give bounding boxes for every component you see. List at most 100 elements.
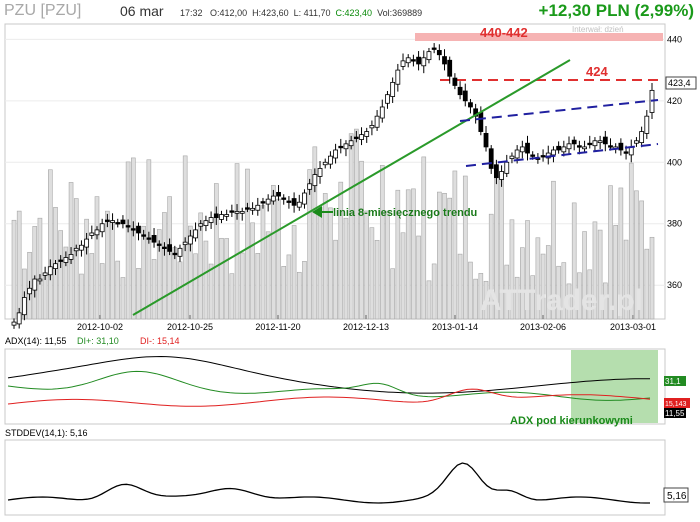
candle-body <box>379 106 385 119</box>
volume-bar <box>260 205 266 320</box>
adx-line <box>7 355 650 394</box>
volume-bar <box>556 265 561 320</box>
candle-body <box>385 94 390 104</box>
candle-body <box>530 154 536 157</box>
candle-body <box>245 207 250 210</box>
candle-body <box>395 69 401 85</box>
volume-bar <box>561 262 567 320</box>
volume-bar <box>374 239 380 320</box>
price-tick-label: 440 <box>667 34 682 44</box>
volume-bar <box>634 190 639 320</box>
volume-bar <box>224 238 229 320</box>
volume-bar <box>312 146 318 320</box>
candle-body <box>281 197 287 200</box>
volume-bar <box>234 163 240 320</box>
di-minus-value: 15,143 <box>665 401 687 408</box>
volume-bar <box>296 271 302 320</box>
volume-bar <box>359 160 364 320</box>
candle-body <box>618 142 624 151</box>
candle-body <box>369 125 375 129</box>
date-tick-label: 2012-10-25 <box>167 322 213 332</box>
time-label: 17:32 <box>180 8 203 18</box>
price-change: +12,30 PLN (2,99%) <box>538 1 694 20</box>
candle-body <box>400 60 406 67</box>
date-axis: 2012-10-02 2012-10-25 2012-11-20 2012-12-13… <box>77 315 656 332</box>
volume-bar <box>618 187 624 320</box>
candle-body <box>213 213 219 218</box>
candle-body <box>276 191 281 197</box>
volume-bar <box>94 196 100 320</box>
candle-body <box>353 136 359 139</box>
candle-body <box>478 112 484 132</box>
candle-body <box>250 207 256 211</box>
volume-bar <box>597 229 603 320</box>
candle-body <box>47 266 53 276</box>
volume-bar <box>328 207 333 320</box>
candle-body <box>239 211 245 214</box>
candle-body <box>514 149 520 159</box>
volume-bar <box>571 202 577 320</box>
volume-bar <box>11 219 17 320</box>
candle-body <box>488 148 494 169</box>
candle-body <box>576 145 582 148</box>
candle-body <box>229 210 235 213</box>
volume-bar <box>317 206 323 320</box>
candle-body <box>208 217 214 223</box>
volume-bar <box>457 253 463 320</box>
volume-bar <box>302 261 307 320</box>
volume-bar <box>525 220 530 320</box>
candle-body <box>483 132 489 148</box>
volume-bar <box>16 210 22 320</box>
last-price-box <box>665 76 697 90</box>
volume-bar <box>603 282 608 320</box>
candle-body <box>125 225 131 228</box>
candle-body <box>84 238 90 248</box>
adx-annotation: ADX pod kierunkowymi <box>510 415 633 427</box>
candle-body <box>260 201 266 204</box>
volume-bar <box>364 210 370 320</box>
volume-bar <box>162 212 167 320</box>
candle-body <box>426 51 432 61</box>
candle-body <box>307 183 313 190</box>
candle-body <box>421 57 427 67</box>
volume-bar <box>369 227 375 320</box>
candle-body <box>322 161 328 166</box>
volume-bar <box>530 275 535 320</box>
resistance-zone-label: 440-442 <box>480 25 528 40</box>
volume-bar <box>343 217 349 320</box>
candle-body <box>592 140 598 147</box>
volume-bar <box>551 180 556 320</box>
trendline-arrow <box>312 206 322 218</box>
volume-bar <box>421 156 427 320</box>
volume-bar <box>400 232 406 320</box>
candle-body <box>151 235 157 243</box>
candle-body <box>587 142 593 146</box>
candle-body <box>21 297 27 316</box>
volume-bar <box>390 268 395 320</box>
candle-body <box>447 59 453 77</box>
candle-body <box>623 151 629 154</box>
candle-body <box>442 56 447 65</box>
candle-body <box>115 222 121 225</box>
di-plus-value-box <box>664 376 686 386</box>
stddev-value-box <box>663 487 689 503</box>
candle-body <box>390 81 396 97</box>
candle-body <box>374 115 380 128</box>
volume-bar <box>203 240 209 320</box>
candle-body <box>79 244 84 251</box>
volume-bar <box>286 254 292 320</box>
volume-bar <box>473 278 478 320</box>
close-label: C:423,40 <box>335 8 373 18</box>
low-label: L: 411,70 <box>293 8 331 18</box>
volume-bar <box>213 183 219 320</box>
volume-bar <box>426 280 432 320</box>
volume-bar <box>99 263 105 320</box>
adx-title: ADX(14): 11,55 <box>5 336 66 346</box>
trendline <box>132 59 571 316</box>
candle-body <box>270 195 276 202</box>
last-price-label: 423,4 <box>668 78 691 88</box>
volume-bar <box>136 268 141 320</box>
candle-body <box>582 146 587 150</box>
candle-body <box>405 57 411 64</box>
